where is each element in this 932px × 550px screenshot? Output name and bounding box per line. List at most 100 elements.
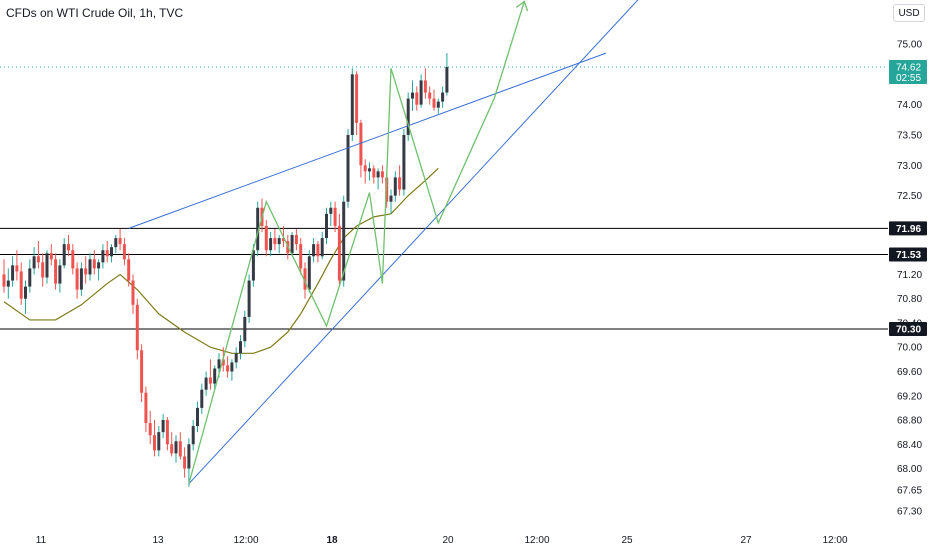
candle-body xyxy=(71,250,75,269)
candle-body xyxy=(294,235,298,245)
level-badge xyxy=(889,221,927,236)
time-axis[interactable]: 11 13 12:00 18 20 12:00 25 27 12:00 xyxy=(36,535,848,546)
candle-body xyxy=(54,259,58,284)
candle xyxy=(256,201,260,257)
candle xyxy=(2,259,6,293)
candle xyxy=(110,244,113,263)
candle-body xyxy=(230,362,234,372)
candle-body xyxy=(363,165,367,172)
level-badge-label: 71.96 xyxy=(896,224,921,235)
candle-body xyxy=(264,225,268,251)
candle-body xyxy=(161,420,165,433)
candle xyxy=(84,256,88,284)
candle xyxy=(58,259,62,293)
candle xyxy=(114,235,118,254)
candle-body xyxy=(88,259,92,275)
candle xyxy=(355,71,359,135)
y-tick-label: 68.80 xyxy=(897,416,922,427)
y-tick-label: 72.50 xyxy=(897,191,922,202)
candle xyxy=(101,244,105,269)
x-tick-label: 12:00 xyxy=(233,535,258,546)
candle-body xyxy=(131,280,135,305)
candle-body xyxy=(11,265,15,281)
candle-body xyxy=(114,238,118,248)
candle xyxy=(148,410,152,445)
candle-body xyxy=(411,92,414,99)
candle xyxy=(213,365,217,390)
candle-body xyxy=(174,441,178,454)
candle-body xyxy=(49,253,53,260)
candle xyxy=(15,250,19,281)
candle xyxy=(187,438,191,487)
candle xyxy=(411,80,414,111)
candle-body xyxy=(428,92,432,99)
candle-body xyxy=(256,207,260,251)
candle-body xyxy=(247,280,251,317)
candle xyxy=(393,171,397,202)
candle xyxy=(423,68,427,99)
y-tick-label: 69.20 xyxy=(897,391,922,402)
candle xyxy=(41,253,45,287)
candle-body xyxy=(251,250,255,281)
y-tick-label: 71.20 xyxy=(897,270,922,281)
candle xyxy=(372,165,376,184)
candle xyxy=(406,92,410,142)
candle-body xyxy=(234,353,238,363)
candle xyxy=(79,262,83,296)
candle-body xyxy=(337,225,341,281)
candle-body xyxy=(239,341,242,354)
price-axis[interactable]: 75.0074.5074.0073.5073.0072.5072.0071.50… xyxy=(897,40,922,518)
candle xyxy=(350,68,354,142)
candle-body xyxy=(320,238,324,257)
candle xyxy=(6,268,10,299)
candle xyxy=(307,250,311,293)
level-badge xyxy=(889,322,927,337)
candle-body xyxy=(105,250,109,257)
candle xyxy=(325,207,328,245)
currency-button[interactable]: USD xyxy=(893,4,925,22)
candle-body xyxy=(419,80,423,105)
candle-body xyxy=(196,407,199,427)
candle xyxy=(230,359,234,381)
candle xyxy=(36,241,40,269)
y-tick-label: 74.00 xyxy=(897,100,922,111)
candle xyxy=(269,232,273,257)
moving-average xyxy=(3,167,439,354)
candle xyxy=(19,262,23,305)
candle-body xyxy=(183,456,187,469)
candle xyxy=(127,253,131,287)
candle-body xyxy=(79,268,83,290)
candle-body xyxy=(432,98,436,108)
candle xyxy=(380,165,384,184)
candle xyxy=(88,253,92,281)
candle-body xyxy=(350,74,354,135)
candle xyxy=(196,401,199,433)
candle-body xyxy=(213,368,217,384)
candle xyxy=(97,259,101,281)
candle-body xyxy=(299,244,303,269)
candle-body xyxy=(389,195,393,202)
candle xyxy=(273,228,277,251)
candle xyxy=(92,250,96,275)
candle-body xyxy=(376,171,380,178)
candle-body xyxy=(243,316,247,342)
candle xyxy=(54,253,58,290)
candle xyxy=(183,447,187,478)
candle xyxy=(67,235,70,257)
y-tick-label: 75.00 xyxy=(897,40,922,51)
x-tick-label: 11 xyxy=(36,535,47,546)
candle-body xyxy=(333,207,337,226)
candle-body xyxy=(312,244,316,257)
candle xyxy=(376,168,380,190)
candle-body xyxy=(62,244,66,266)
candle-body xyxy=(28,268,32,287)
candle-body xyxy=(58,265,62,284)
candle xyxy=(131,274,135,314)
y-tick-label: 73.00 xyxy=(897,161,922,172)
candle-body xyxy=(41,262,45,278)
last-price-label: 74.62 xyxy=(896,63,921,74)
candle xyxy=(398,165,402,196)
candle xyxy=(234,347,238,369)
y-tick-label: 70.80 xyxy=(897,294,922,305)
